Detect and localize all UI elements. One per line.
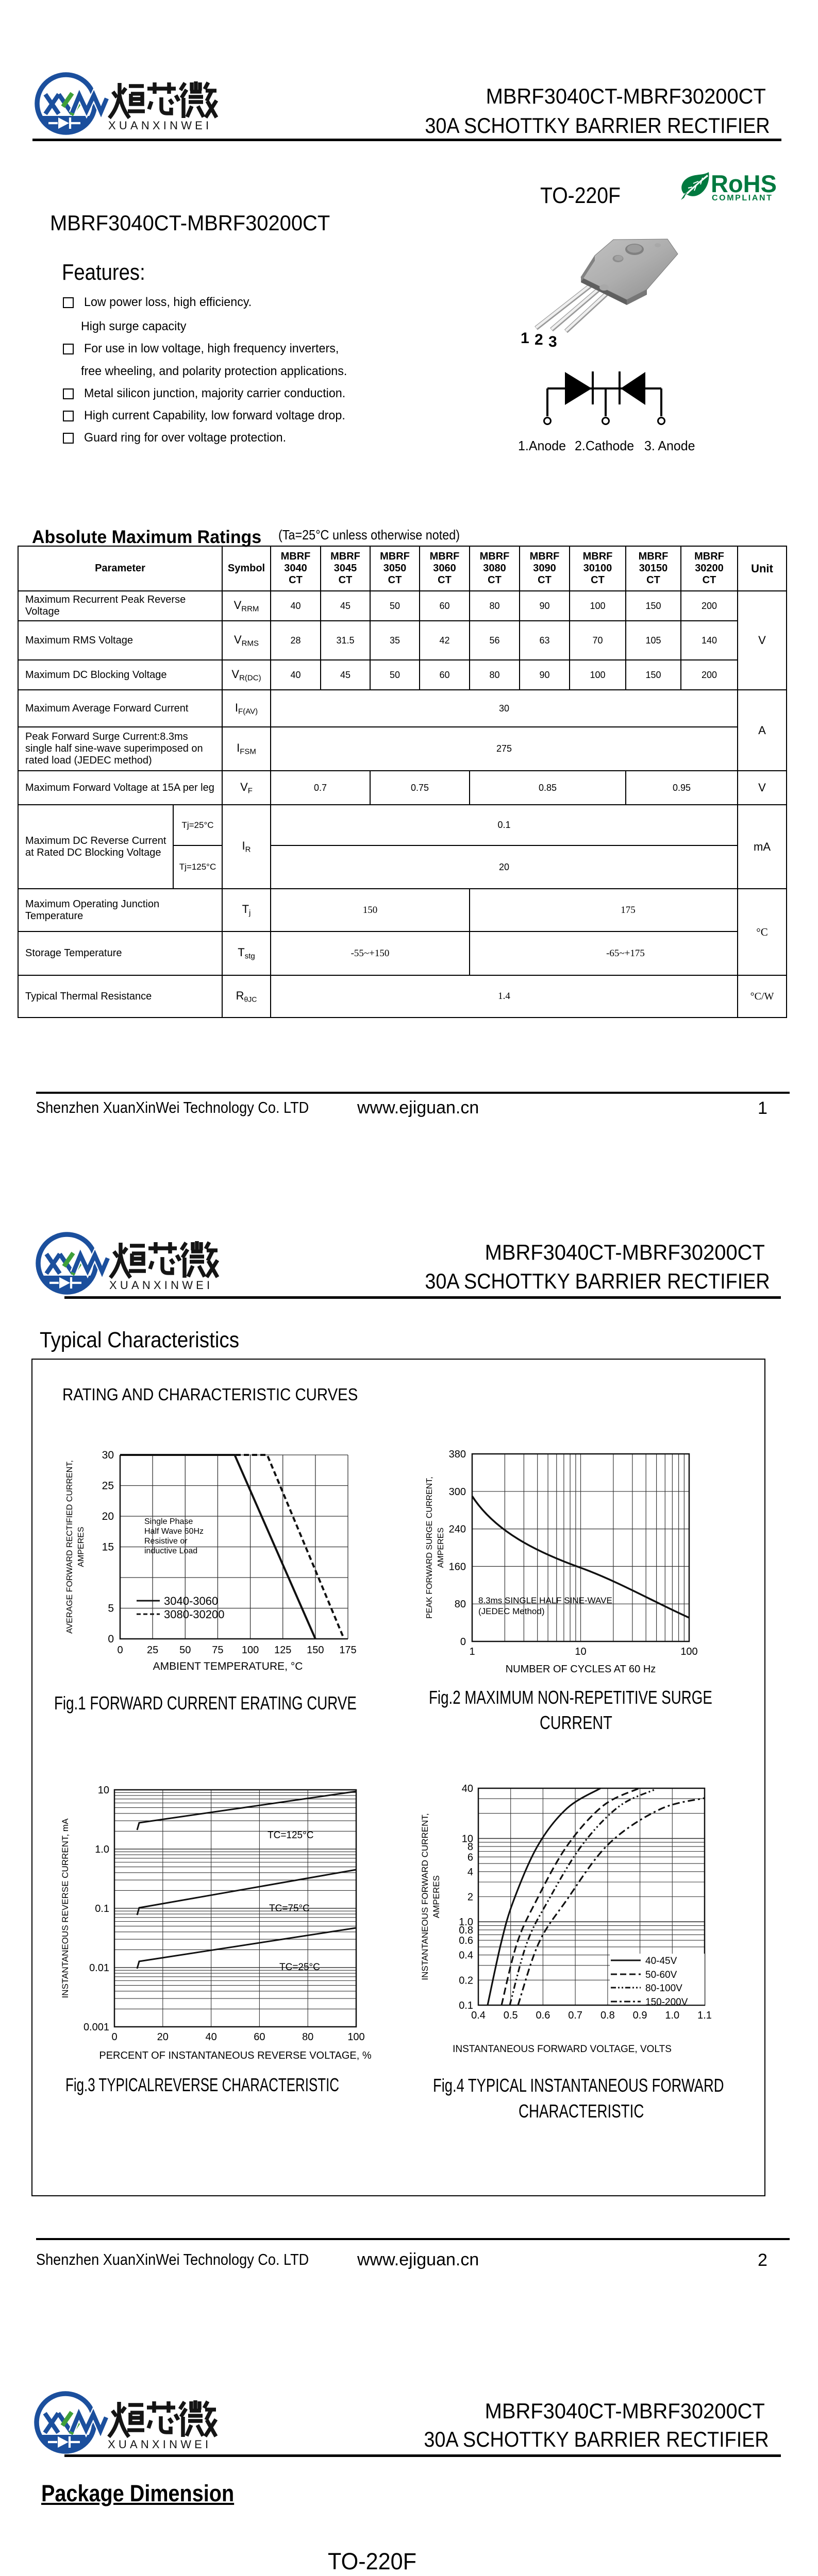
svg-text:150: 150 xyxy=(307,1645,324,1656)
svg-text:5: 5 xyxy=(108,1603,114,1615)
svg-text:25: 25 xyxy=(147,1645,158,1656)
svg-text:1.1: 1.1 xyxy=(697,2010,712,2021)
svg-text:100: 100 xyxy=(680,1646,697,1657)
svg-text:0: 0 xyxy=(117,1645,123,1656)
svg-text:10: 10 xyxy=(98,1785,109,1796)
svg-text:80: 80 xyxy=(302,2031,313,2043)
svg-text:300: 300 xyxy=(449,1486,466,1498)
svg-text:50-60V: 50-60V xyxy=(645,1970,677,1980)
svg-text:10: 10 xyxy=(575,1646,586,1657)
svg-text:60: 60 xyxy=(254,2031,265,2043)
svg-text:10: 10 xyxy=(462,1833,473,1844)
svg-text:INSTANTANEOUS FORWARD CURRENT,: INSTANTANEOUS FORWARD CURRENT, xyxy=(420,1813,430,1980)
svg-text:0: 0 xyxy=(460,1636,466,1648)
svg-text:20: 20 xyxy=(102,1511,114,1522)
svg-text:380: 380 xyxy=(449,1449,466,1460)
svg-text:XUANXINWEI: XUANXINWEI xyxy=(109,1279,213,1292)
svg-text:AVERAGE FORWARD RECTIFIED CURR: AVERAGE FORWARD RECTIFIED CURRENT, xyxy=(65,1460,74,1634)
svg-text:TC=25°C: TC=25°C xyxy=(279,1962,320,1973)
svg-text:240: 240 xyxy=(449,1524,466,1535)
svg-text:80: 80 xyxy=(455,1599,466,1610)
svg-text:6: 6 xyxy=(468,1852,473,1863)
svg-text:COMPLIANT: COMPLIANT xyxy=(712,194,773,202)
svg-text:NUMBER OF CYCLES AT 60 Hz: NUMBER OF CYCLES AT 60 Hz xyxy=(506,1664,656,1675)
svg-text:0.9: 0.9 xyxy=(633,2010,647,2021)
svg-text:2: 2 xyxy=(468,1891,473,1903)
svg-text:AMPERES: AMPERES xyxy=(77,1527,86,1567)
svg-text:40-45V: 40-45V xyxy=(645,1956,677,1967)
svg-text:30: 30 xyxy=(102,1449,114,1461)
svg-text:0: 0 xyxy=(111,2031,117,2043)
svg-text:3040-3060: 3040-3060 xyxy=(164,1595,218,1607)
svg-text:175: 175 xyxy=(339,1645,356,1656)
svg-text:RoHS: RoHS xyxy=(711,171,777,197)
svg-text:125: 125 xyxy=(274,1645,291,1656)
svg-text:XUANXINWEI: XUANXINWEI xyxy=(108,2438,211,2451)
svg-text:INSTANTANEOUS REVERSE CURRENT,: INSTANTANEOUS REVERSE CURRENT, mA xyxy=(60,1818,70,1998)
svg-text:3080-30200: 3080-30200 xyxy=(164,1608,224,1621)
svg-text:50: 50 xyxy=(179,1645,191,1656)
svg-text:80-100V: 80-100V xyxy=(645,1983,682,1994)
svg-text:0.2: 0.2 xyxy=(459,1975,473,1986)
svg-text:0.4: 0.4 xyxy=(471,2010,486,2021)
svg-text:(JEDEC Method): (JEDEC Method) xyxy=(478,1606,544,1616)
svg-text:40: 40 xyxy=(205,2031,216,2043)
svg-text:AMPERES: AMPERES xyxy=(437,1528,445,1568)
svg-text:inductive Load: inductive Load xyxy=(144,1547,197,1555)
svg-text:Half Wave 60Hz: Half Wave 60Hz xyxy=(144,1527,204,1536)
svg-text:TC=75°C: TC=75°C xyxy=(269,1903,310,1914)
svg-text:Resistive or: Resistive or xyxy=(144,1537,188,1546)
svg-text:AMBIENT TEMPERATURE, °C: AMBIENT TEMPERATURE, °C xyxy=(153,1660,303,1672)
svg-text:75: 75 xyxy=(212,1645,223,1656)
svg-text:25: 25 xyxy=(102,1480,114,1492)
svg-text:100: 100 xyxy=(347,2031,364,2043)
svg-text:1.0: 1.0 xyxy=(459,1917,473,1928)
svg-text:1.0: 1.0 xyxy=(95,1844,109,1855)
svg-text:0.7: 0.7 xyxy=(568,2010,582,2021)
svg-text:20: 20 xyxy=(157,2031,169,2043)
svg-text:15: 15 xyxy=(102,1541,114,1553)
svg-text:150-200V: 150-200V xyxy=(645,1997,688,2008)
svg-text:XUANXINWEI: XUANXINWEI xyxy=(108,119,212,132)
svg-text:AMPERES: AMPERES xyxy=(431,1875,441,1918)
svg-text:Single Phase: Single Phase xyxy=(144,1517,193,1526)
svg-text:100: 100 xyxy=(242,1645,259,1656)
svg-text:8.3ms SINGLE HALF SINE-WAVE: 8.3ms SINGLE HALF SINE-WAVE xyxy=(478,1596,612,1605)
svg-text:1.0: 1.0 xyxy=(665,2010,679,2021)
svg-text:40: 40 xyxy=(462,1783,473,1794)
svg-text:0.1: 0.1 xyxy=(459,2000,473,2011)
svg-text:0.8: 0.8 xyxy=(600,2010,615,2021)
svg-text:0.001: 0.001 xyxy=(84,2022,109,2033)
svg-text:PEAK FORWARD SURGE CURRENT,: PEAK FORWARD SURGE CURRENT, xyxy=(425,1477,434,1619)
svg-text:0.4: 0.4 xyxy=(459,1950,473,1961)
svg-text:0.5: 0.5 xyxy=(504,2010,518,2021)
svg-text:0.01: 0.01 xyxy=(89,1962,109,1974)
svg-text:0.1: 0.1 xyxy=(95,1903,109,1914)
svg-text:TC=125°C: TC=125°C xyxy=(268,1830,313,1841)
svg-text:4: 4 xyxy=(468,1867,473,1878)
svg-text:INSTANTANEOUS FORWARD VOLTAGE,: INSTANTANEOUS FORWARD VOLTAGE, VOLTS xyxy=(453,2044,672,2055)
svg-text:0: 0 xyxy=(108,1633,114,1645)
svg-text:0.6: 0.6 xyxy=(536,2010,550,2021)
svg-text:160: 160 xyxy=(449,1561,466,1572)
svg-text:0.6: 0.6 xyxy=(459,1935,473,1946)
svg-text:PERCENT OF INSTANTANEOUS REVER: PERCENT OF INSTANTANEOUS REVERSE VOLTAGE… xyxy=(99,2050,371,2061)
svg-text:8: 8 xyxy=(468,1841,473,1853)
svg-text:1: 1 xyxy=(469,1646,475,1657)
svg-text:0.8: 0.8 xyxy=(459,1925,473,1936)
